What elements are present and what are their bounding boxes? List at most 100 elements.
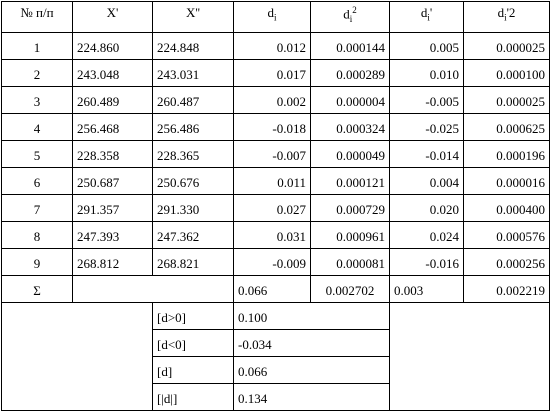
header-sub: i bbox=[504, 12, 507, 23]
summary-label: [d<0] bbox=[152, 329, 234, 357]
data-row: 3 260.489 260.487 0.002 0.000004 -0.005 0.0000… bbox=[1, 86, 550, 114]
sum-value: 0.002219 bbox=[463, 275, 550, 303]
cell: 0.000196 bbox=[463, 140, 550, 168]
cell: 243.048 bbox=[72, 59, 153, 87]
header-sub: i bbox=[349, 13, 353, 24]
cell: 0.000576 bbox=[463, 221, 550, 249]
cell: 0.000004 bbox=[310, 86, 390, 114]
data-row: 7 291.357 291.330 0.027 0.000729 0.020 0.00040… bbox=[1, 194, 550, 222]
cell: 0.031 bbox=[233, 221, 311, 249]
cell: 3 bbox=[1, 86, 73, 114]
header-text: d bbox=[267, 5, 274, 20]
cell: 5 bbox=[1, 140, 73, 168]
cell: 0.000400 bbox=[463, 194, 550, 222]
cell: 260.489 bbox=[72, 86, 153, 114]
cell: 0.000625 bbox=[463, 113, 550, 141]
cell: 268.812 bbox=[72, 248, 153, 276]
header-text: X'' bbox=[185, 5, 201, 20]
cell: 247.393 bbox=[72, 221, 153, 249]
summary-value: -0.034 bbox=[233, 329, 390, 357]
cell: -0.007 bbox=[233, 140, 311, 168]
cell: 7 bbox=[1, 194, 73, 222]
data-row: 4 256.468 256.486 -0.018 0.000324 -0.025 0.000… bbox=[1, 113, 550, 141]
summary-row: [d] 0.066 bbox=[2, 356, 550, 384]
sum-value: 0.002702 bbox=[310, 275, 390, 303]
cell: 0.000289 bbox=[310, 59, 390, 87]
header-sub: i bbox=[427, 12, 430, 23]
header-cell: № п/п bbox=[1, 1, 73, 33]
cell: 0.027 bbox=[233, 194, 311, 222]
cell: 2 bbox=[1, 59, 73, 87]
data-row: 1 224.860 224.848 0.012 0.000144 0.005 0.00002… bbox=[1, 32, 550, 60]
header-text: d bbox=[343, 6, 350, 22]
cell: 0.000121 bbox=[310, 167, 390, 195]
cell: 1 bbox=[1, 32, 73, 60]
summary-label: [d] bbox=[152, 356, 234, 384]
sum-value: 0.066 bbox=[233, 275, 311, 303]
cell: 224.860 bbox=[72, 32, 153, 60]
summary-row: [d>0] 0.100 bbox=[1, 302, 550, 411]
cell: -0.005 bbox=[389, 86, 464, 114]
cell: 0.000961 bbox=[310, 221, 390, 249]
sum-row: Σ 0.066 0.002702 0.003 0.002219 bbox=[1, 275, 550, 303]
cell: 0.000025 bbox=[463, 32, 550, 60]
header-cell: X'' bbox=[152, 1, 234, 33]
cell: 0.000049 bbox=[310, 140, 390, 168]
cell: 0.002 bbox=[233, 86, 311, 114]
header-cell: di2 bbox=[310, 1, 390, 33]
cell: 0.017 bbox=[233, 59, 311, 87]
data-row: 5 228.358 228.365 -0.007 0.000049 -0.014 0.000… bbox=[1, 140, 550, 168]
header-cell: di'2 bbox=[463, 1, 550, 33]
cell: 291.357 bbox=[72, 194, 153, 222]
cell: 0.000100 bbox=[463, 59, 550, 87]
summary-row: [|d|] 0.134 bbox=[2, 383, 550, 411]
summary-label: [|d|] bbox=[152, 383, 234, 411]
cell: 247.362 bbox=[152, 221, 234, 249]
header-text: d bbox=[497, 5, 505, 20]
cell: 256.468 bbox=[72, 113, 153, 141]
cell: 250.687 bbox=[72, 167, 153, 195]
empty-cell bbox=[1, 302, 153, 411]
cell: 224.848 bbox=[152, 32, 234, 60]
cell: 0.000144 bbox=[310, 32, 390, 60]
data-row: 6 250.687 250.676 0.011 0.000121 0.004 0.00001… bbox=[1, 167, 550, 195]
cell: -0.009 bbox=[233, 248, 311, 276]
header-row: № п/п X' X'' di di2 di' di'2 bbox=[1, 1, 550, 33]
header-cell: di' bbox=[389, 1, 464, 33]
sum-value: 0.003 bbox=[389, 275, 464, 303]
cell: 256.486 bbox=[152, 113, 234, 141]
cell: 243.031 bbox=[152, 59, 234, 87]
header-cell: X' bbox=[72, 1, 153, 33]
cell: 0.000324 bbox=[310, 113, 390, 141]
cell: 291.330 bbox=[152, 194, 234, 222]
cell: 0.020 bbox=[389, 194, 464, 222]
cell: 0.000016 bbox=[463, 167, 550, 195]
cell: 0.005 bbox=[389, 32, 464, 60]
header-cell: di bbox=[233, 1, 311, 33]
empty-cell bbox=[72, 275, 234, 303]
cell: 260.487 bbox=[152, 86, 234, 114]
cell: 9 bbox=[1, 248, 73, 276]
cell: 0.012 bbox=[233, 32, 311, 60]
empty-cell bbox=[389, 302, 550, 411]
cell: 0.024 bbox=[389, 221, 464, 249]
cell: -0.016 bbox=[389, 248, 464, 276]
header-text: № п/п bbox=[20, 5, 54, 20]
cell: 0.010 bbox=[389, 59, 464, 87]
cell: -0.025 bbox=[389, 113, 464, 141]
summary-value: 0.066 bbox=[233, 356, 390, 384]
cell: 228.358 bbox=[72, 140, 153, 168]
cell: 0.000081 bbox=[310, 248, 390, 276]
cell: 0.000729 bbox=[310, 194, 390, 222]
cell: -0.014 bbox=[389, 140, 464, 168]
header-tail: ' bbox=[429, 5, 433, 20]
header-text: X' bbox=[106, 5, 119, 20]
header-text: d bbox=[420, 5, 428, 20]
header-sup: 2 bbox=[352, 5, 357, 15]
cell: 6 bbox=[1, 167, 73, 195]
cell: 0.000256 bbox=[463, 248, 550, 276]
cell: 0.011 bbox=[233, 167, 311, 195]
